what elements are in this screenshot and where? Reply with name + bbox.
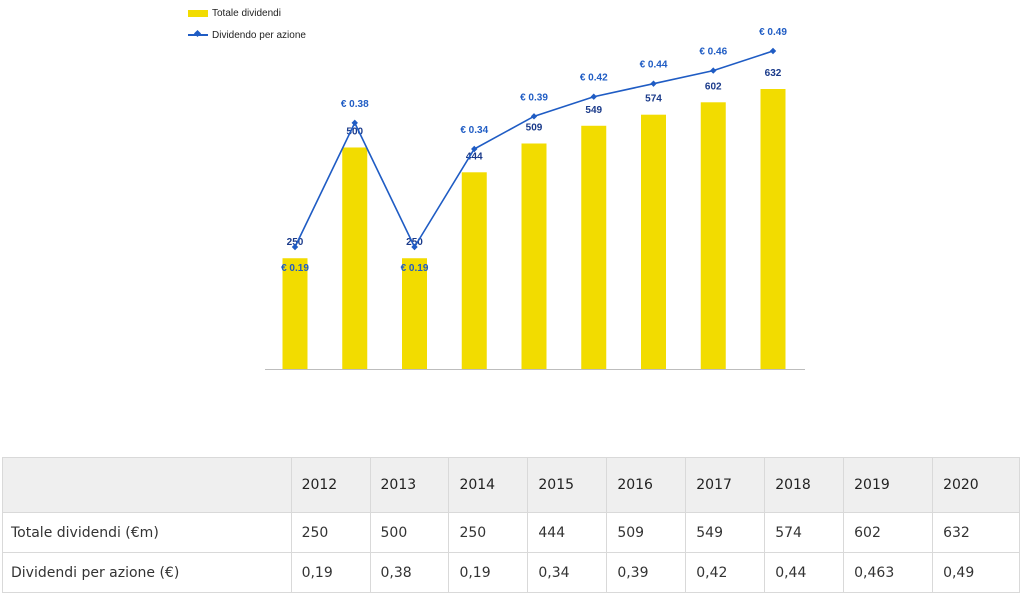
legend: Totale dividendi Dividendo per azione — [188, 2, 306, 46]
legend-item-bar: Totale dividendi — [188, 2, 306, 24]
line-value-label: € 0.46 — [699, 47, 727, 58]
legend-swatch-line — [188, 34, 208, 36]
line-value-label: € 0.38 — [341, 99, 369, 110]
table-header-cell: 2018 — [764, 457, 845, 513]
table-header-row: 2012 2013 2014 2015 2016 2017 2018 2019 … — [2, 457, 1020, 513]
table-header-cell: 2015 — [527, 457, 608, 513]
line-value-label: € 0.34 — [460, 125, 488, 136]
line-value-label: € 0.19 — [401, 263, 429, 274]
table-header-cell: 2013 — [369, 457, 450, 513]
bar-value-label: 250 — [406, 237, 423, 248]
line-value-label: € 0.44 — [640, 60, 668, 71]
bar-value-label: 444 — [466, 151, 483, 162]
bar-value-label: 250 — [287, 237, 304, 248]
table-header-cell: 2016 — [606, 457, 687, 513]
bar — [700, 102, 726, 369]
legend-label-line: Dividendo per azione — [212, 29, 306, 41]
table-cell: 0,38 — [369, 552, 450, 593]
line-point-marker — [411, 243, 418, 251]
table-cell: 632 — [932, 512, 1020, 553]
line-value-label: € 0.39 — [520, 92, 548, 103]
line-value-label: € 0.19 — [281, 263, 309, 274]
line-point-marker — [471, 145, 478, 153]
line-point-marker — [530, 113, 538, 120]
bar — [521, 143, 547, 369]
line-value-label: € 0.49 — [759, 27, 787, 38]
bar — [402, 258, 427, 369]
table-row-label: Totale dividendi (€m) — [2, 512, 292, 553]
bar — [342, 147, 368, 369]
table-cell: 0,44 — [764, 552, 845, 593]
bar-value-label: 509 — [526, 122, 543, 133]
bar-value-label: 500 — [346, 126, 363, 137]
line-point-marker — [769, 47, 777, 55]
bar-value-label: 549 — [585, 105, 602, 116]
table-header-cell: 2020 — [932, 457, 1020, 513]
table-cell: 250 — [290, 512, 371, 553]
data-table: 2012 2013 2014 2015 2016 2017 2018 2019 … — [2, 457, 1020, 593]
bar — [641, 114, 666, 370]
table-header-cell — [2, 457, 292, 513]
table-cell: 602 — [843, 512, 934, 553]
table-cell: 0,34 — [527, 552, 608, 593]
line-value-label: € 0.42 — [580, 73, 608, 84]
table-cell: 0,49 — [932, 552, 1020, 593]
table-header-cell: 2014 — [448, 457, 529, 513]
table-cell: 0,19 — [290, 552, 371, 593]
table-row: Dividendi per azione (€) 0,19 0,38 0,19 … — [2, 552, 1020, 593]
table-cell: 574 — [764, 512, 845, 553]
chart-area: 250 500 250 444 509 549 574 602 632 € 0.19 € 0.38 €… — [0, 0, 1024, 400]
line-point-marker — [650, 80, 657, 87]
bar — [282, 258, 308, 369]
bar-value-label: 602 — [705, 81, 722, 92]
table-cell: 0,39 — [606, 552, 687, 593]
table-header-cell: 2012 — [290, 457, 371, 513]
table-cell: 0,19 — [448, 552, 529, 593]
table-cell: 250 — [448, 512, 529, 553]
line-point-marker — [291, 243, 299, 251]
bar — [581, 125, 607, 369]
line-point-marker — [590, 93, 597, 100]
legend-label-bar: Totale dividendi — [212, 7, 281, 19]
line-point-marker — [351, 119, 358, 127]
legend-item-line: Dividendo per azione — [188, 24, 306, 46]
table-cell: 549 — [685, 512, 766, 553]
bar-value-label: 632 — [765, 68, 782, 79]
legend-swatch-bar — [188, 9, 208, 17]
bar — [760, 89, 786, 369]
table-cell: 0,42 — [685, 552, 766, 593]
chart-svg: 250 500 250 444 509 549 574 602 632 € 0.19 € 0.38 €… — [265, 27, 805, 370]
table-row-label: Dividendi per azione (€) — [2, 552, 292, 593]
table-cell: 444 — [527, 512, 608, 553]
table-cell: 500 — [369, 512, 450, 553]
table-header-cell: 2017 — [685, 457, 766, 513]
line-point-marker — [710, 67, 717, 74]
table-header-cell: 2019 — [843, 457, 934, 513]
table-cell: 0,463 — [843, 552, 934, 593]
table-row: Totale dividendi (€m) 250 500 250 444 50… — [2, 512, 1020, 553]
bar — [461, 172, 487, 369]
table-cell: 509 — [606, 512, 687, 553]
bar-value-label: 574 — [645, 94, 662, 105]
